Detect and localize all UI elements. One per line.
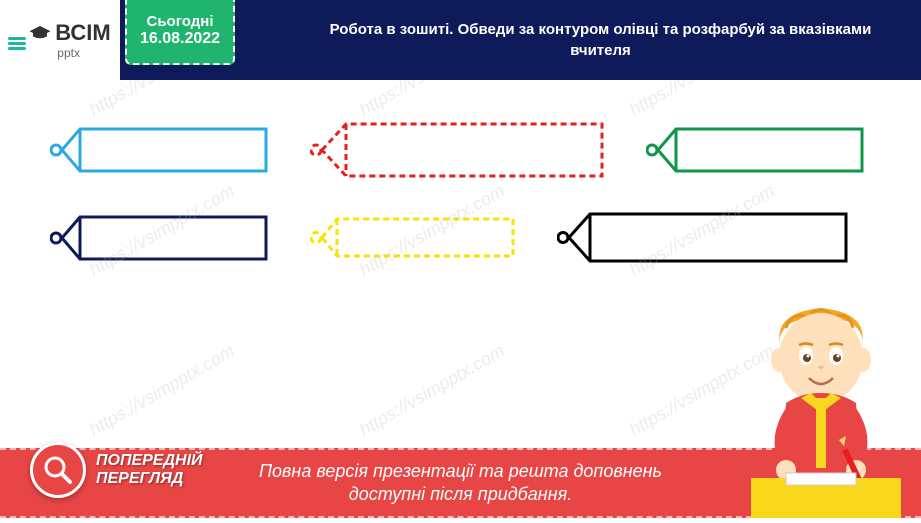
pencil-outline [310, 120, 606, 180]
pencil-outline [50, 213, 270, 263]
page-title: Робота в зошиті. Обведи за контуром олів… [310, 19, 891, 61]
pencil-shape [557, 210, 850, 265]
magnify-circle [30, 442, 86, 498]
pencil-row-2 [50, 210, 871, 265]
logo-lines-icon [8, 35, 26, 52]
pencil-outline [310, 215, 517, 260]
pencil-shape [50, 125, 270, 175]
preview-label: ПОПЕРЕДНІЙ ПЕРЕГЛЯД [96, 452, 203, 487]
watermark: https://vsimpptx.com [86, 340, 239, 440]
preview-line1: ПОПЕРЕДНІЙ [96, 452, 203, 469]
pencil-row-1 [50, 120, 871, 180]
boy-character [731, 298, 911, 518]
pencil-shape [310, 120, 606, 180]
preview-badge: ПОПЕРЕДНІЙ ПЕРЕГЛЯД [30, 442, 203, 498]
pencil-outline [646, 125, 866, 175]
preview-line2: ПЕРЕГЛЯД [96, 470, 183, 487]
magnify-icon [43, 455, 73, 485]
logo-main: ВСІМ [29, 20, 110, 46]
header-bar: ВСІМ pptx Сьогодні 16.08.2022 Робота в з… [0, 0, 921, 80]
title-area: Робота в зошиті. Обведи за контуром олів… [280, 19, 921, 61]
footer-line2: доступні після придбання. [349, 484, 572, 504]
logo-area: ВСІМ pptx [0, 0, 120, 80]
pencil-shape [646, 125, 866, 175]
pencil-shape [310, 215, 517, 260]
logo-sub-text: pptx [57, 46, 110, 60]
date-badge-date: 16.08.2022 [140, 30, 220, 48]
footer-line1: Повна версія презентації та решта доповн… [259, 461, 662, 481]
watermark: https://vsimpptx.com [356, 340, 509, 440]
pencil-shape [50, 213, 270, 263]
graduation-cap-icon [29, 26, 51, 40]
footer-text: Повна версія презентації та решта доповн… [259, 460, 662, 507]
logo-main-text: ВСІМ [55, 20, 110, 46]
pencil-outline [50, 125, 270, 175]
content-area [0, 80, 921, 305]
pencil-outline [557, 210, 850, 265]
date-badge: Сьогодні 16.08.2022 [125, 0, 235, 65]
boy-icon [731, 298, 911, 518]
date-badge-label: Сьогодні [147, 13, 214, 30]
